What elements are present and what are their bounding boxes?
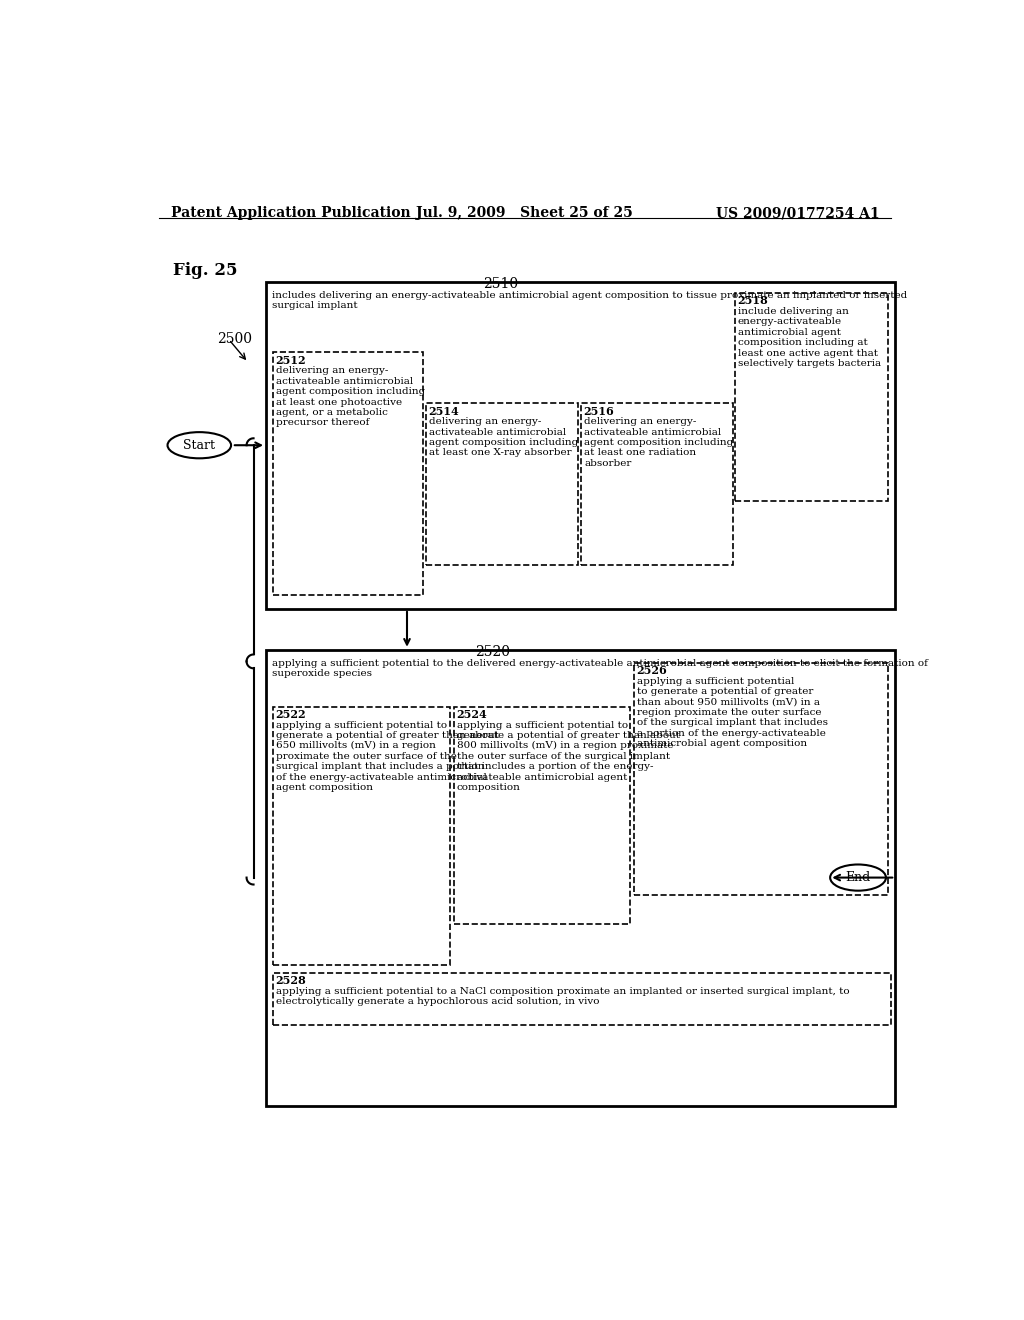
Text: 2512: 2512 <box>275 355 306 366</box>
Text: 2500: 2500 <box>217 331 252 346</box>
Bar <box>273 706 450 965</box>
Text: 2520: 2520 <box>475 645 510 659</box>
Bar <box>735 293 888 502</box>
Text: Jul. 9, 2009   Sheet 25 of 25: Jul. 9, 2009 Sheet 25 of 25 <box>417 206 633 220</box>
Ellipse shape <box>830 865 886 891</box>
Text: delivering an energy-
activateable antimicrobial
agent composition including
at : delivering an energy- activateable antim… <box>429 417 579 457</box>
Text: include delivering an
energy-activateable
antimicrobial agent
composition includ: include delivering an energy-activateabl… <box>738 308 881 368</box>
Text: delivering an energy-
activateable antimicrobial
agent composition including
at : delivering an energy- activateable antim… <box>276 367 425 428</box>
Text: 2514: 2514 <box>429 405 460 417</box>
Bar <box>426 404 578 565</box>
Bar <box>266 649 895 1106</box>
Text: Patent Application Publication: Patent Application Publication <box>171 206 411 220</box>
Bar <box>273 352 423 595</box>
Text: 2522: 2522 <box>275 709 306 719</box>
Bar <box>273 973 891 1026</box>
Text: End: End <box>846 871 870 884</box>
Text: delivering an energy-
activateable antimicrobial
agent composition including
at : delivering an energy- activateable antim… <box>585 417 734 467</box>
Text: applying a sufficient potential to a NaCl composition proximate an implanted or : applying a sufficient potential to a NaC… <box>276 987 850 1006</box>
Text: applying a sufficient potential to
generate a potential of greater than about
80: applying a sufficient potential to gener… <box>457 721 680 792</box>
Text: 2516: 2516 <box>584 405 614 417</box>
Text: Start: Start <box>183 438 215 451</box>
Text: 2526: 2526 <box>636 665 668 676</box>
Text: 2518: 2518 <box>737 296 768 306</box>
Bar <box>582 404 732 565</box>
Text: applying a sufficient potential
to generate a potential of greater
than about 95: applying a sufficient potential to gener… <box>637 677 828 748</box>
Text: applying a sufficient potential to
generate a potential of greater than about
65: applying a sufficient potential to gener… <box>276 721 499 792</box>
Text: 2528: 2528 <box>275 975 306 986</box>
Ellipse shape <box>168 432 231 458</box>
Text: Fig. 25: Fig. 25 <box>173 263 238 280</box>
Text: applying a sufficient potential to the delivered energy-activateable antimicrobi: applying a sufficient potential to the d… <box>272 659 928 678</box>
Text: 2510: 2510 <box>483 277 518 290</box>
Text: US 2009/0177254 A1: US 2009/0177254 A1 <box>716 206 880 220</box>
Text: 2524: 2524 <box>456 709 486 719</box>
Text: includes delivering an energy-activateable antimicrobial agent composition to ti: includes delivering an energy-activateab… <box>272 290 907 310</box>
Bar <box>634 663 888 895</box>
Bar <box>266 281 895 609</box>
Bar <box>454 706 630 924</box>
